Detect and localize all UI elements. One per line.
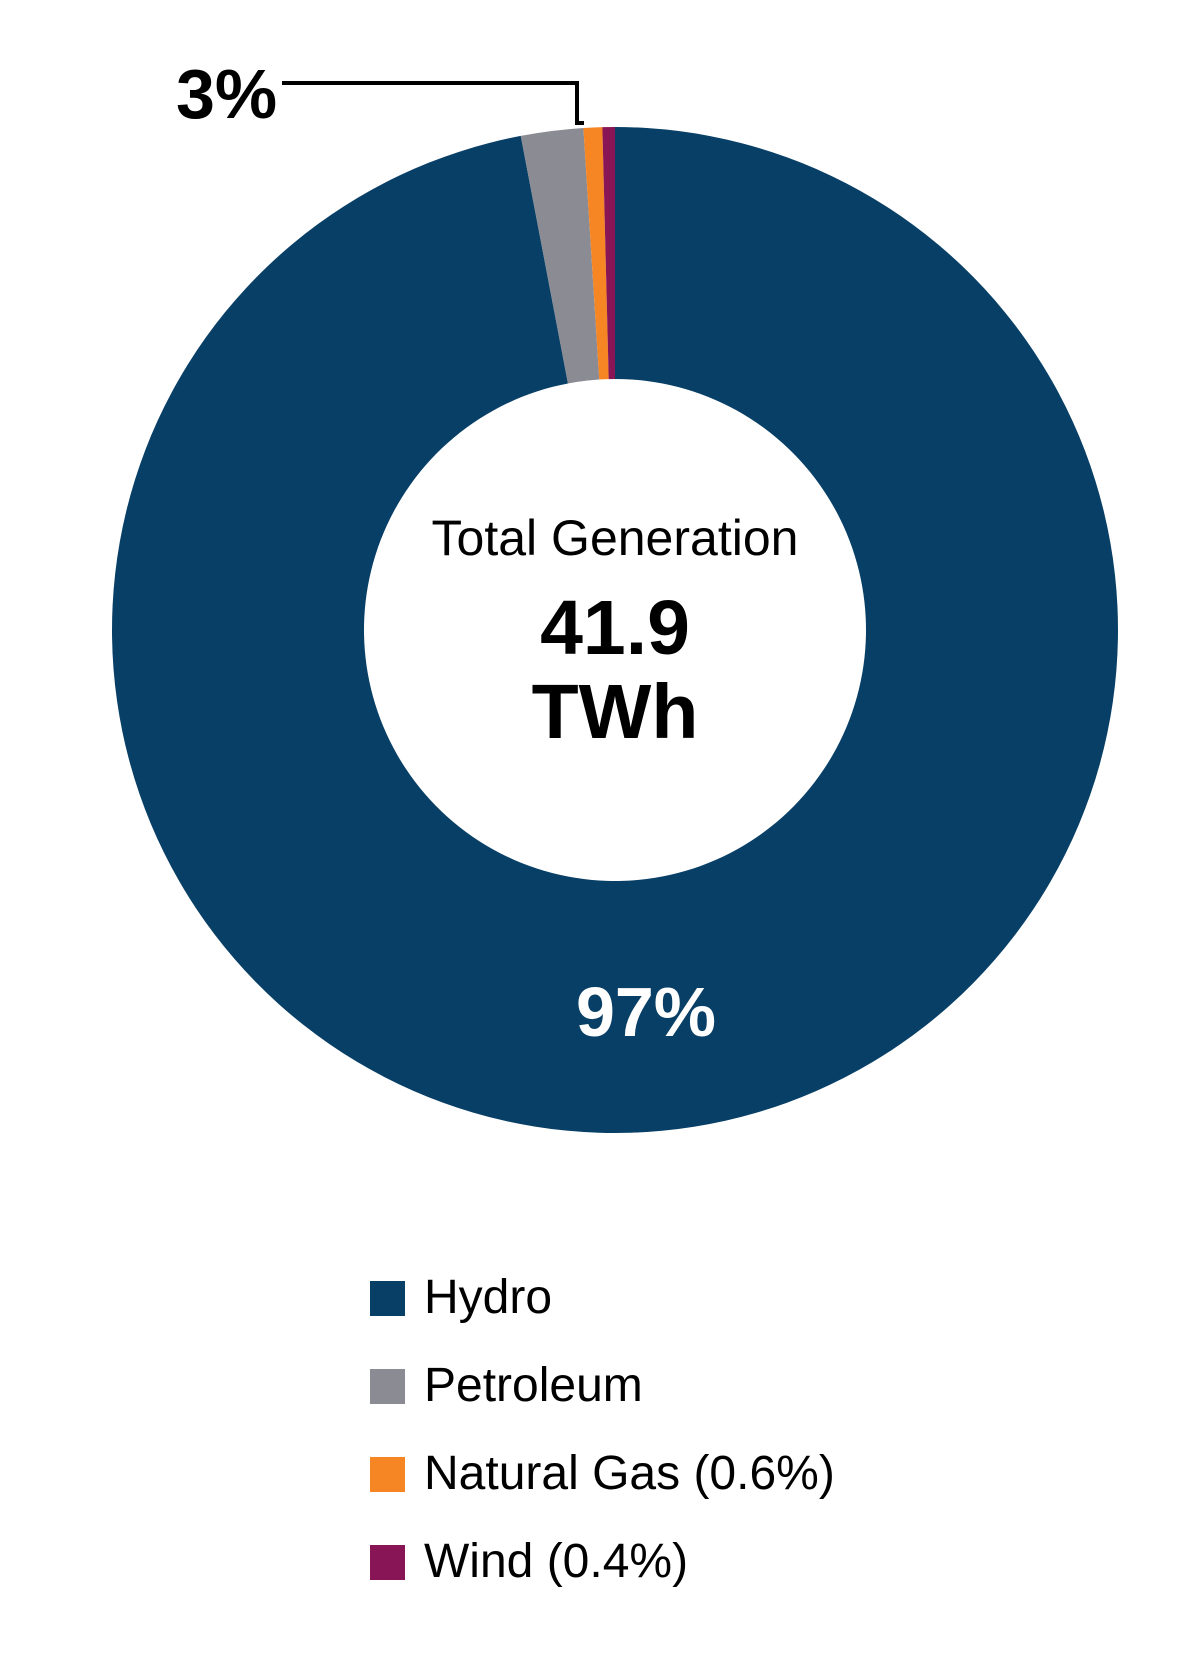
legend-swatch-petroleum — [370, 1368, 405, 1404]
legend-label: Natural Gas (0.6%) — [424, 1447, 835, 1500]
legend-label: Hydro — [424, 1271, 553, 1324]
hydro-percent-label: 97% — [575, 973, 717, 1051]
center-total-unit: TWh — [531, 669, 699, 755]
slice-hydro — [112, 127, 1119, 1134]
legend-label: Wind (0.4%) — [424, 1535, 689, 1588]
slice-wind — [602, 127, 615, 380]
legend-item-hydro: Hydro — [370, 1254, 835, 1342]
legend-swatch-hydro — [370, 1280, 405, 1316]
center-title: Total Generation — [431, 510, 799, 566]
callout-leader-line — [282, 81, 584, 125]
legend-item-petroleum: Petroleum — [370, 1342, 835, 1430]
others-percent-callout: 3% — [176, 55, 278, 133]
legend-label: Petroleum — [424, 1359, 643, 1412]
legend: Hydro Petroleum Natural Gas (0.6%) Wind … — [370, 1254, 835, 1606]
center-total-value: 41.9 — [540, 585, 690, 671]
legend-swatch-wind — [370, 1544, 405, 1580]
donut-chart — [112, 81, 1119, 1134]
slice-petroleum — [520, 127, 600, 384]
legend-item-wind: Wind (0.4%) — [370, 1518, 835, 1606]
donut-slices — [112, 127, 1119, 1134]
slice-natural-gas — [583, 127, 609, 380]
legend-swatch-natural-gas — [370, 1456, 405, 1492]
legend-item-natural-gas: Natural Gas (0.6%) — [370, 1430, 835, 1518]
